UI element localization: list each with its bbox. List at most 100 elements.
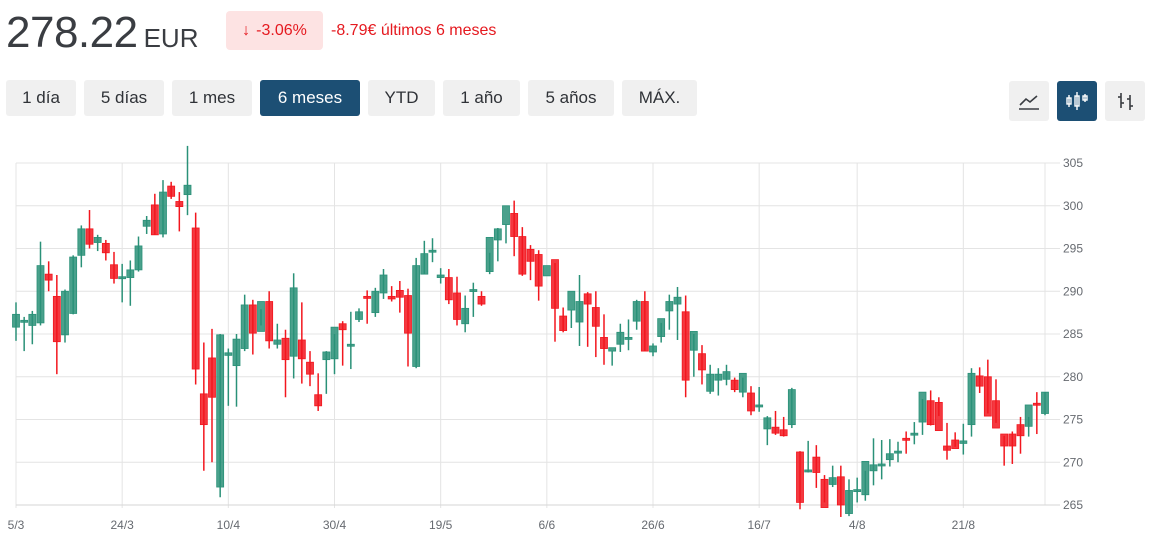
candle-up[interactable] (877, 463, 886, 467)
tab-5-dias[interactable]: 5 días (84, 80, 164, 116)
candle-down[interactable] (934, 401, 943, 432)
candle-up[interactable] (355, 311, 363, 320)
candle-up[interactable] (126, 269, 135, 278)
candle-up[interactable] (894, 450, 902, 454)
candle-up[interactable] (959, 440, 968, 444)
candle-down[interactable] (771, 426, 780, 434)
tab-1-mes[interactable]: 1 mes (172, 80, 252, 116)
candle-up[interactable] (371, 290, 380, 314)
candle-up[interactable] (861, 460, 870, 496)
candle-up[interactable] (346, 343, 355, 347)
candle-up[interactable] (461, 307, 470, 325)
candle-up[interactable] (828, 477, 837, 485)
candle-up[interactable] (738, 372, 747, 393)
tab-6-meses[interactable]: 6 meses (260, 80, 360, 116)
candle-up[interactable] (77, 228, 86, 256)
candle-up[interactable] (134, 245, 143, 271)
candle-up[interactable] (714, 373, 723, 381)
candle-down[interactable] (698, 353, 706, 371)
candle-up[interactable] (869, 464, 878, 472)
candle-down[interactable] (681, 311, 690, 381)
candle-up[interactable] (722, 371, 731, 380)
candle-up[interactable] (910, 432, 919, 436)
candle-down[interactable] (534, 254, 543, 287)
candle-down[interactable] (44, 273, 53, 281)
candle-up[interactable] (967, 372, 976, 426)
candle-down[interactable] (983, 376, 992, 417)
candle-down[interactable] (208, 357, 216, 398)
ohlc-chart-button[interactable] (1105, 81, 1145, 121)
candle-down[interactable] (281, 337, 290, 361)
candle-up[interactable] (93, 236, 102, 243)
candle-up[interactable] (657, 318, 666, 337)
candle-down[interactable] (265, 301, 274, 342)
candle-up[interactable] (240, 304, 249, 349)
candle-down[interactable] (175, 201, 184, 208)
candle-up[interactable] (257, 301, 265, 332)
candle-up[interactable] (706, 373, 715, 392)
candle-up[interactable] (412, 265, 421, 367)
candle-down[interactable] (559, 315, 568, 331)
candle-down[interactable] (510, 213, 519, 237)
candle-up[interactable] (763, 417, 772, 430)
candle-down[interactable] (85, 228, 94, 245)
candle-down[interactable] (199, 393, 208, 426)
candle-down[interactable] (338, 323, 347, 331)
candle-down[interactable] (453, 292, 461, 320)
candle-down[interactable] (444, 277, 453, 301)
candle-up[interactable] (428, 249, 437, 253)
candle-up[interactable] (845, 490, 853, 514)
candle-down[interactable] (975, 375, 984, 387)
tab-max[interactable]: MÁX. (622, 80, 697, 116)
candle-up[interactable] (689, 331, 698, 351)
candle-up[interactable] (1024, 404, 1033, 427)
candle-down[interactable] (314, 394, 323, 407)
candle-down[interactable] (110, 264, 118, 279)
candle-up[interactable] (493, 228, 502, 241)
candle-up[interactable] (649, 345, 657, 353)
tab-ytd[interactable]: YTD (368, 80, 435, 116)
candle-up[interactable] (804, 469, 813, 473)
candle-up[interactable] (69, 256, 78, 314)
candle-up[interactable] (542, 265, 551, 277)
candle-down[interactable] (52, 295, 61, 343)
candle-up[interactable] (885, 453, 894, 461)
candle-down[interactable] (747, 392, 755, 412)
candle-up[interactable] (118, 276, 127, 280)
tab-5-anos[interactable]: 5 años (528, 80, 614, 116)
candle-up[interactable] (232, 338, 241, 367)
line-chart-button[interactable] (1009, 81, 1049, 121)
candle-up[interactable] (12, 313, 20, 328)
candle-down[interactable] (779, 429, 788, 437)
candle-down[interactable] (551, 259, 559, 309)
candle-down[interactable] (404, 295, 412, 334)
candle-up[interactable] (322, 351, 331, 361)
candle-down[interactable] (518, 236, 527, 275)
candle-down[interactable] (992, 400, 1000, 429)
candle-down[interactable] (167, 185, 176, 197)
chart-canvas[interactable]: 305 300 295 290 285 280 275 270 265 5/3 24/3 10/4 30… (0, 140, 1149, 544)
candle-down[interactable] (820, 478, 829, 508)
candle-up[interactable] (36, 265, 45, 324)
candle-down[interactable] (387, 295, 396, 300)
candle-up[interactable] (632, 301, 641, 322)
candle-down[interactable] (191, 227, 200, 370)
candle-down[interactable] (640, 301, 649, 352)
candle-down[interactable] (1016, 424, 1025, 437)
candle-down[interactable] (248, 304, 257, 334)
candle-up[interactable] (224, 352, 233, 356)
candle-up[interactable] (28, 313, 37, 326)
candle-up[interactable] (608, 347, 617, 352)
candle-up[interactable] (420, 253, 429, 275)
candle-down[interactable] (1000, 433, 1009, 447)
candlestick-chart-button[interactable] (1057, 81, 1097, 121)
candle-down[interactable] (1008, 433, 1017, 447)
candle-up[interactable] (330, 326, 339, 360)
candle-down[interactable] (591, 307, 600, 327)
candle-up[interactable] (624, 337, 633, 340)
candle-up[interactable] (575, 301, 584, 323)
candle-up[interactable] (485, 236, 494, 272)
candle-up[interactable] (273, 339, 282, 345)
candle-up[interactable] (216, 334, 225, 488)
candle-down[interactable] (477, 295, 486, 305)
